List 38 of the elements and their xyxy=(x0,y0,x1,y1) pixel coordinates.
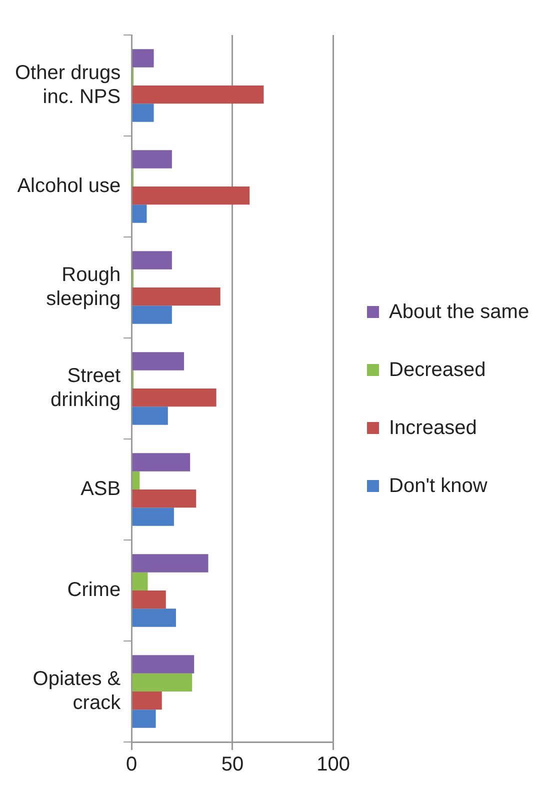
y-tick-label: Other drugs inc. NPS xyxy=(14,62,121,108)
bar xyxy=(132,186,250,205)
bar xyxy=(132,204,147,223)
bar xyxy=(132,288,220,306)
bar xyxy=(132,590,166,609)
y-tick-label: Crime xyxy=(67,579,121,602)
y-tick-label: ASB xyxy=(80,478,121,500)
bar xyxy=(132,388,216,407)
bar xyxy=(132,655,194,674)
bar xyxy=(132,352,184,370)
bar xyxy=(132,306,172,324)
bar xyxy=(132,453,190,472)
y-tick-label: Alcohol use xyxy=(17,175,121,198)
bar xyxy=(132,710,156,728)
x-tick-label: 50 xyxy=(221,754,244,776)
legend-label: Increased xyxy=(389,416,477,441)
y-tick-label: Opiates & crack xyxy=(32,668,122,714)
bar xyxy=(132,490,196,508)
y-tick-label: Street drinking xyxy=(50,365,122,412)
bar xyxy=(132,406,168,425)
bar xyxy=(132,508,174,526)
x-tick-label: 0 xyxy=(126,754,138,776)
bar xyxy=(132,572,148,590)
bar xyxy=(132,608,176,627)
bar xyxy=(132,104,154,122)
bar xyxy=(132,692,162,710)
legend-label: About the same xyxy=(389,300,530,325)
legend-label: Decreased xyxy=(389,358,486,383)
bar xyxy=(132,251,172,270)
legend-label: Don't know xyxy=(389,474,488,499)
bar xyxy=(132,471,140,490)
bar xyxy=(132,673,192,692)
bar xyxy=(132,554,208,572)
x-tick-label: 100 xyxy=(316,754,350,776)
bar xyxy=(132,150,172,168)
y-tick-label: Rough sleeping xyxy=(46,264,121,310)
bar xyxy=(132,49,154,68)
bar xyxy=(132,86,264,104)
